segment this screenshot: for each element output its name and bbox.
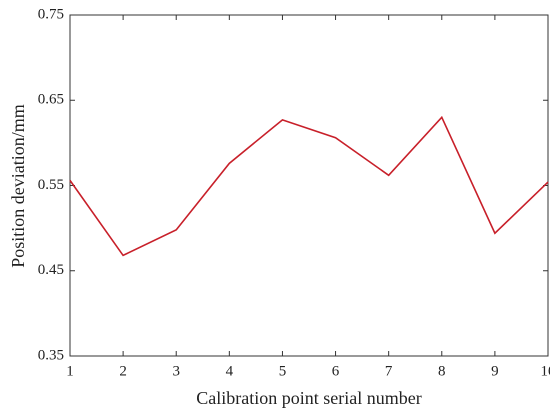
x-tick-label: 3 <box>172 363 180 379</box>
x-tick-label: 8 <box>438 363 446 379</box>
y-tick-label: 0.55 <box>38 177 64 193</box>
plot-frame <box>69 14 549 357</box>
x-tick-label: 2 <box>119 363 127 379</box>
x-tick-label: 9 <box>491 363 499 379</box>
x-tick-label: 6 <box>332 363 340 379</box>
x-axis-label: Calibration point serial number <box>196 388 421 408</box>
x-tick-label: 4 <box>226 363 234 379</box>
y-tick-label: 0.45 <box>38 262 64 278</box>
x-tick-label: 10 <box>541 363 550 379</box>
data-line <box>69 115 549 257</box>
y-axis-label: Position deviation/mm <box>8 104 28 268</box>
y-tick-label: 0.65 <box>38 92 64 108</box>
y-tick-label: 0.75 <box>38 6 64 22</box>
x-tick-label: 5 <box>279 363 287 379</box>
x-tick-label: 7 <box>385 363 393 379</box>
y-tick-label: 0.35 <box>38 347 64 363</box>
x-tick-label: 1 <box>66 363 74 379</box>
